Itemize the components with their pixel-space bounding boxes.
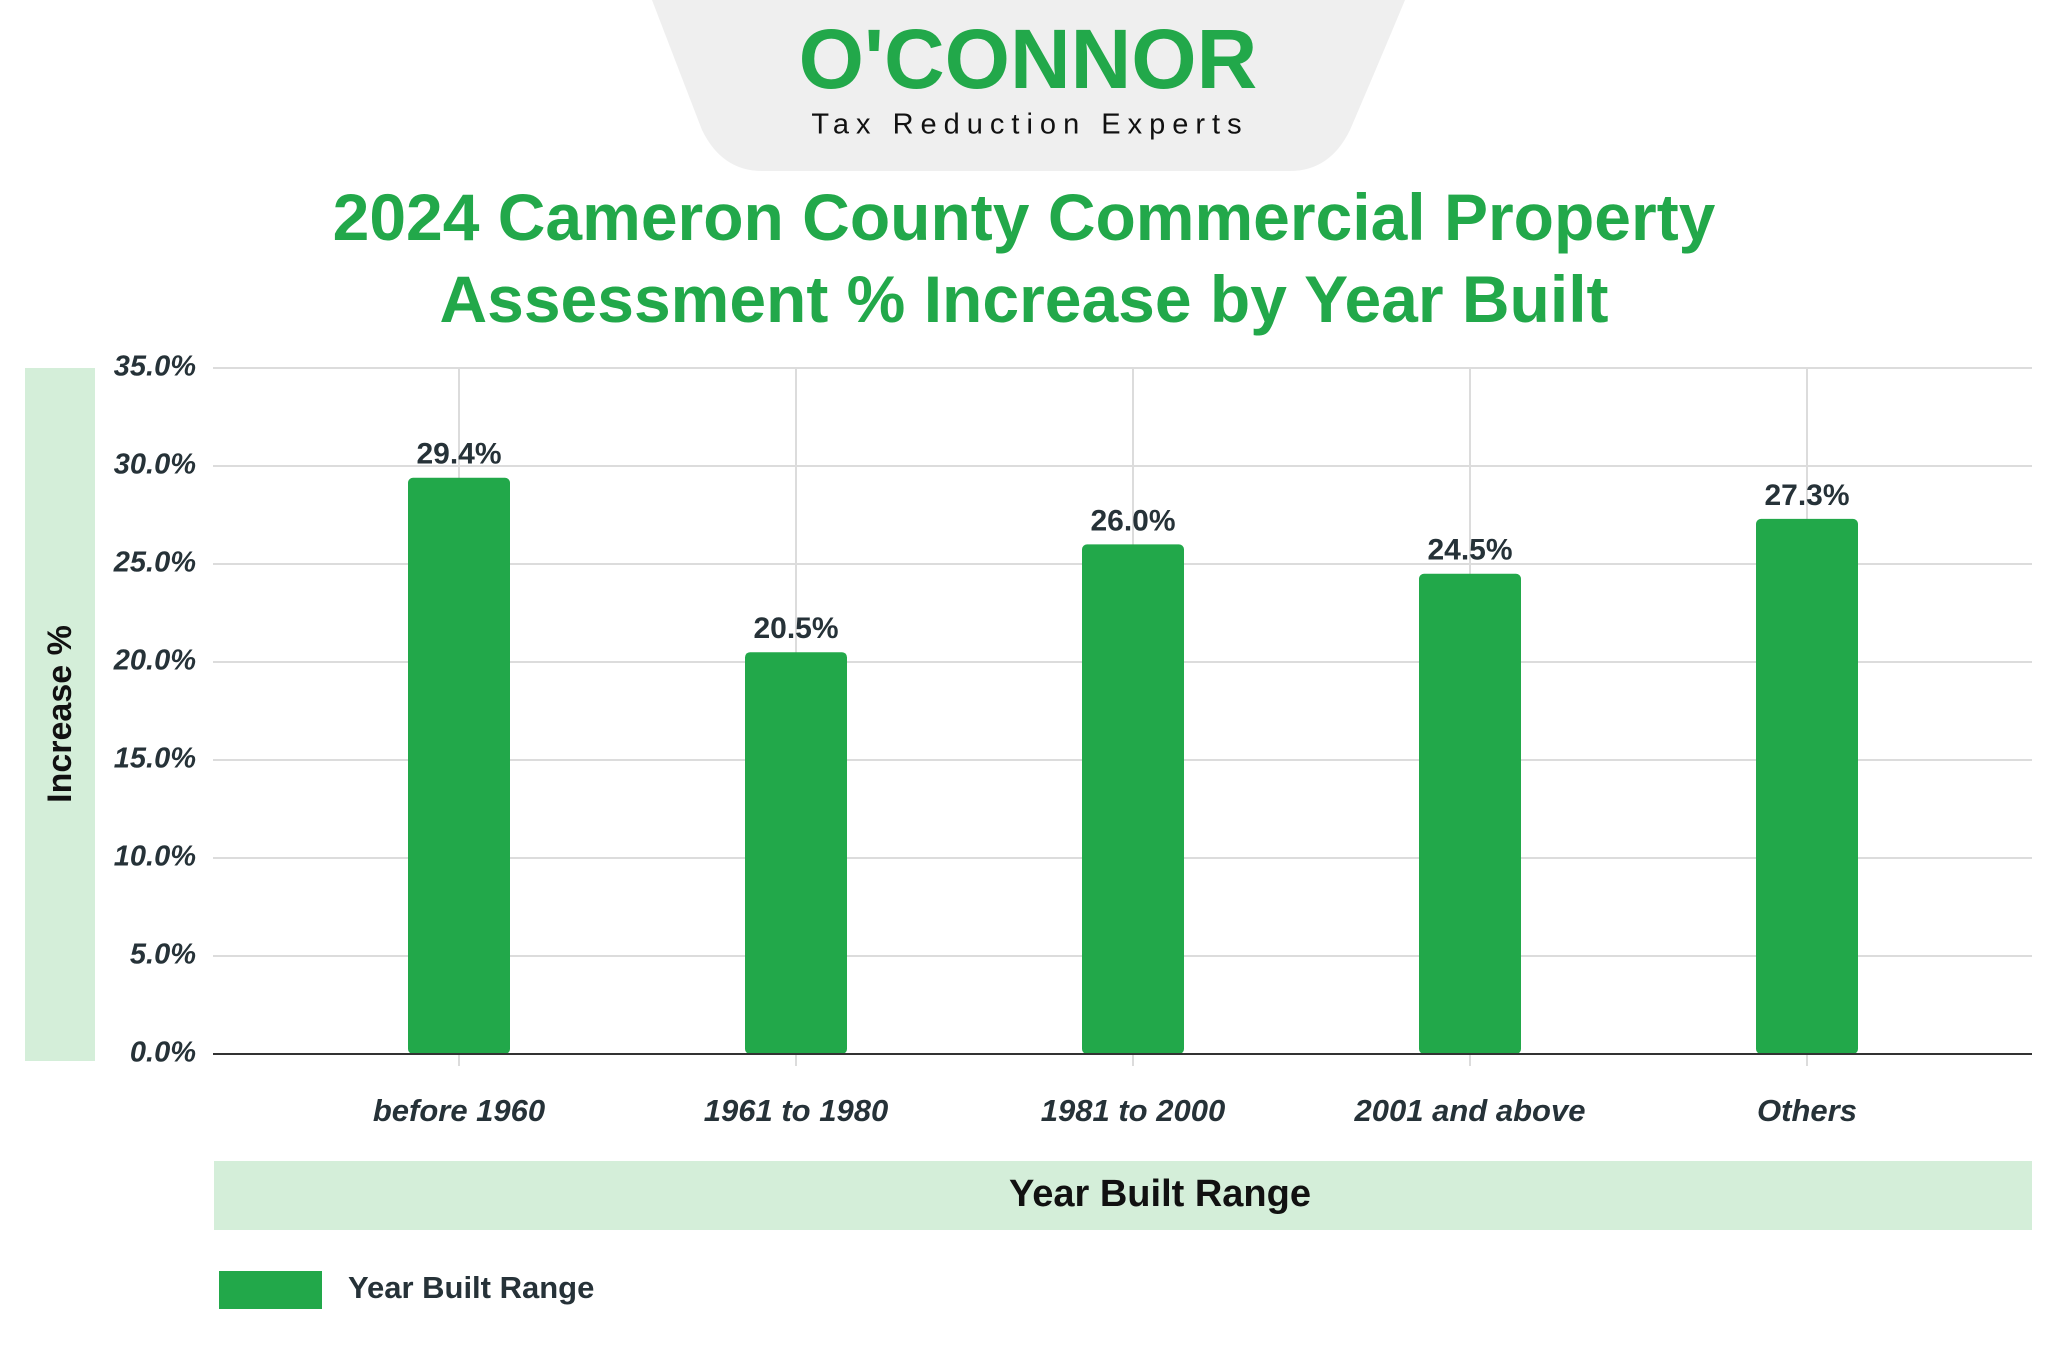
y-label-box — [25, 368, 95, 1061]
x-tick-label: before 1960 — [373, 1093, 545, 1128]
x-tick-label: 2001 and above — [1354, 1093, 1586, 1128]
y-axis-label: Increase % — [41, 625, 79, 803]
logo-backdrop — [652, 0, 1405, 171]
bar — [1419, 573, 1521, 1054]
logo-tagline: Tax Reduction Experts — [811, 109, 1248, 141]
y-tick-label: 10.0% — [114, 841, 196, 873]
x-tick-label: 1981 to 2000 — [1041, 1093, 1225, 1128]
y-tick-label: 0.0% — [130, 1037, 196, 1069]
x-axis-label: Year Built Range — [1009, 1173, 1311, 1215]
value-label: 27.3% — [1764, 479, 1849, 512]
bar — [745, 652, 847, 1054]
value-label: 20.5% — [753, 612, 838, 645]
value-label: 24.5% — [1427, 534, 1512, 567]
legend-label: Year Built Range — [348, 1270, 594, 1305]
y-tick-label: 15.0% — [114, 743, 196, 775]
x-tick-label: Others — [1757, 1093, 1857, 1128]
legend-swatch — [219, 1271, 322, 1309]
y-tick-label: 25.0% — [113, 547, 196, 579]
logo-brand: O'CONNOR — [799, 12, 1258, 106]
value-label: 29.4% — [416, 438, 501, 471]
y-tick-label: 30.0% — [114, 449, 196, 481]
y-tick-label: 5.0% — [130, 939, 196, 971]
value-label: 26.0% — [1090, 504, 1175, 537]
bar — [1082, 544, 1184, 1054]
x-tick-label: 1961 to 1980 — [704, 1093, 888, 1128]
chart-title: 2024 Cameron County Commercial Property … — [332, 180, 1716, 336]
y-tick-label: 35.0% — [114, 351, 196, 383]
x-label-box — [214, 1161, 2032, 1230]
bar — [408, 477, 510, 1054]
y-tick-label: 20.0% — [113, 645, 196, 677]
bar — [1756, 518, 1858, 1054]
